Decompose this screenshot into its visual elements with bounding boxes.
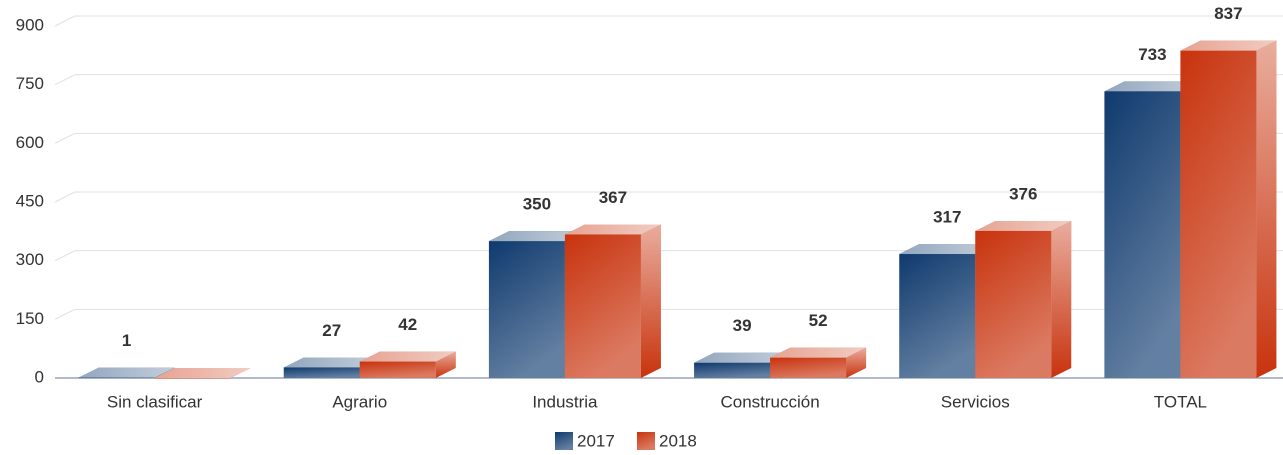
grid-line (54, 74, 76, 86)
bar (1180, 40, 1277, 378)
bar-top-shade (488, 231, 585, 242)
bar (770, 347, 867, 378)
legend-swatch-shade (637, 432, 655, 450)
legend-label: 2018 (659, 431, 697, 450)
bar-side-shade (846, 347, 867, 378)
bar-front-shade (359, 361, 436, 378)
bar-top-shade (283, 357, 380, 368)
value-label: 350 (523, 195, 551, 214)
x-tick-label: Sin clasificar (107, 392, 203, 411)
bar-top-shade (694, 352, 791, 363)
y-tick-label: 300 (16, 250, 44, 269)
bar-top-shade (78, 367, 175, 378)
y-tick-label: 150 (16, 309, 44, 328)
bar-front-shade (154, 378, 231, 379)
bar-side-shade (640, 224, 661, 378)
bar-top-shade (770, 347, 867, 358)
bar (564, 224, 661, 378)
bar-side-shade (435, 351, 456, 378)
y-tick-label: 0 (35, 367, 44, 386)
bar-top-shade (359, 351, 456, 362)
grid-line (54, 132, 76, 144)
bar-top-shade (975, 220, 1072, 231)
legend-label: 2017 (577, 431, 615, 450)
bar (78, 367, 175, 379)
bar-front-shade (1180, 50, 1257, 378)
bar-front-shade (564, 234, 641, 378)
bar-top-shade (1104, 81, 1201, 92)
y-tick-label: 750 (16, 74, 44, 93)
bar-side-shade (154, 367, 175, 378)
bar (1104, 81, 1201, 378)
bar-side-shade (1051, 220, 1072, 378)
bar (975, 220, 1072, 378)
x-tick-label: TOTAL (1154, 392, 1207, 411)
x-tick-label: Construcción (720, 392, 819, 411)
y-tick-label: 900 (16, 15, 44, 34)
bar-front-shade (1104, 91, 1181, 378)
value-label: 367 (599, 188, 627, 207)
value-label: 376 (1009, 184, 1037, 203)
grid-line (54, 191, 76, 203)
bar-top-shade (899, 244, 996, 255)
value-label: 317 (933, 208, 961, 227)
bar (359, 351, 456, 378)
bar (694, 352, 791, 378)
bar-front-shade (694, 362, 771, 378)
value-label: 39 (733, 316, 752, 335)
bar-front-shade (283, 367, 360, 378)
grid-line (54, 308, 76, 320)
x-tick-label: Agrario (332, 392, 387, 411)
value-label: 837 (1214, 4, 1242, 23)
bar-front-shade (488, 241, 565, 378)
y-tick-label: 450 (16, 191, 44, 210)
value-label: 52 (809, 311, 828, 330)
y-tick-label: 600 (16, 133, 44, 152)
bar-front-shade (975, 230, 1052, 378)
value-label: 733 (1138, 45, 1166, 64)
bar-top-shade (564, 224, 661, 235)
value-label: 27 (322, 321, 341, 340)
bar-top-shade (1180, 40, 1277, 51)
grid-line (54, 15, 76, 27)
bar-side-shade (1256, 40, 1277, 378)
x-tick-label: Servicios (941, 392, 1010, 411)
grid-line (54, 250, 76, 262)
bar-front-shade (899, 254, 976, 378)
x-tick-label: Industria (532, 392, 598, 411)
bar-front-shade (78, 377, 155, 379)
bar (154, 368, 251, 379)
value-label: 1 (122, 331, 131, 350)
legend-swatch-shade (555, 432, 573, 450)
bar-top-shade (154, 368, 251, 378)
value-label: 42 (398, 315, 417, 334)
bar-front-shade (770, 357, 847, 378)
